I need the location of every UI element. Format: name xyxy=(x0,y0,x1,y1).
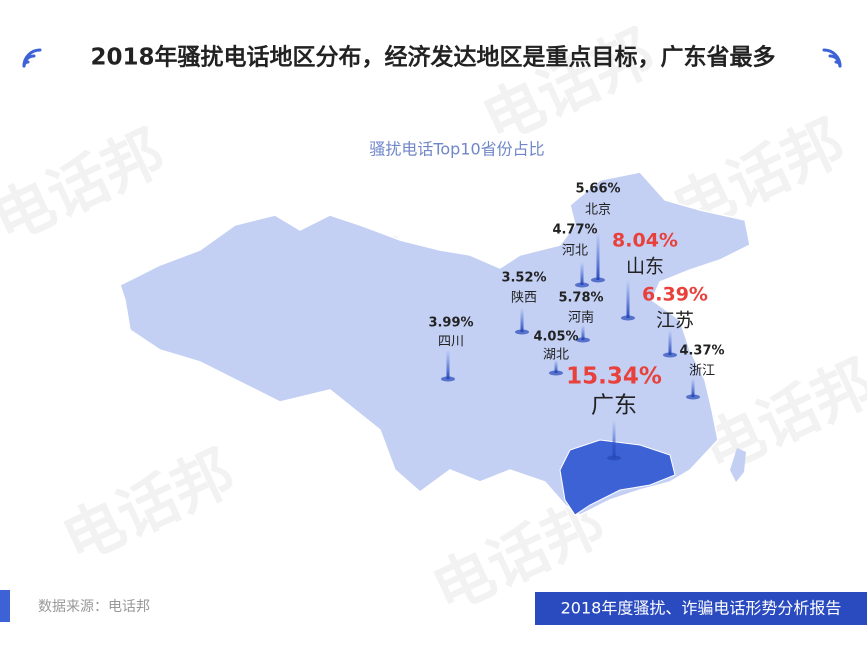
footer-box xyxy=(535,592,867,625)
province-label: 陕西 xyxy=(511,291,537,306)
pin-line xyxy=(668,330,672,355)
pin-line xyxy=(554,360,558,373)
watermark: 电话邦 xyxy=(52,437,245,577)
footer-bar xyxy=(0,590,10,622)
value-label: 5.66% xyxy=(575,182,620,197)
province-label: 北京 xyxy=(585,203,611,218)
pin-base xyxy=(576,337,590,343)
map-shape xyxy=(119,171,751,516)
watermark: 电话邦 xyxy=(472,17,665,157)
province-label: 四川 xyxy=(438,335,464,350)
pin-line xyxy=(596,232,600,280)
value-label: 3.99% xyxy=(428,316,473,331)
pin-base xyxy=(607,455,621,461)
value-label: 15.34% xyxy=(566,364,662,390)
province-label: 湖北 xyxy=(543,348,569,363)
chart-title: 骚扰电话Top10省份占比 xyxy=(369,140,544,159)
watermark: 电话邦 xyxy=(692,347,867,487)
map-highlight-province xyxy=(559,439,676,516)
title-icon-left xyxy=(22,48,42,68)
pin-line xyxy=(612,420,616,458)
footer-source: 数据来源：电话邦 xyxy=(38,599,150,615)
footer-report: 2018年度骚扰、诈骗电话形势分析报告 xyxy=(561,599,842,618)
pin-base xyxy=(686,394,700,400)
pin-base xyxy=(591,277,605,283)
pin-line xyxy=(580,262,584,285)
pin-line xyxy=(626,280,630,318)
pin-line xyxy=(581,325,585,340)
value-label: 8.04% xyxy=(612,230,678,252)
value-label: 6.39% xyxy=(642,284,708,306)
value-label: 4.77% xyxy=(552,223,597,238)
value-label: 4.37% xyxy=(679,344,724,359)
province-label: 广东 xyxy=(591,393,637,419)
province-label: 河北 xyxy=(562,244,588,259)
pin-line xyxy=(446,350,450,379)
pin-base xyxy=(575,282,589,288)
pin-base xyxy=(441,376,455,382)
title-icon-right xyxy=(822,48,842,68)
province-label: 河南 xyxy=(568,310,594,326)
province-label: 浙江 xyxy=(689,364,715,379)
province-label: 江苏 xyxy=(656,310,694,332)
pin-base xyxy=(621,315,635,321)
pin-base xyxy=(549,370,563,376)
pin-line xyxy=(691,378,695,397)
value-label: 4.05% xyxy=(533,330,578,345)
page-title: 2018年骚扰电话地区分布，经济发达地区是重点目标，广东省最多 xyxy=(90,44,775,71)
pin-base xyxy=(663,352,677,358)
pin-base xyxy=(515,329,529,335)
value-label: 5.78% xyxy=(558,291,603,306)
watermark: 电话邦 xyxy=(0,117,175,257)
pin-line xyxy=(520,308,524,332)
value-label: 3.52% xyxy=(501,271,546,286)
province-label: 山东 xyxy=(626,256,664,278)
map-island xyxy=(730,448,746,482)
